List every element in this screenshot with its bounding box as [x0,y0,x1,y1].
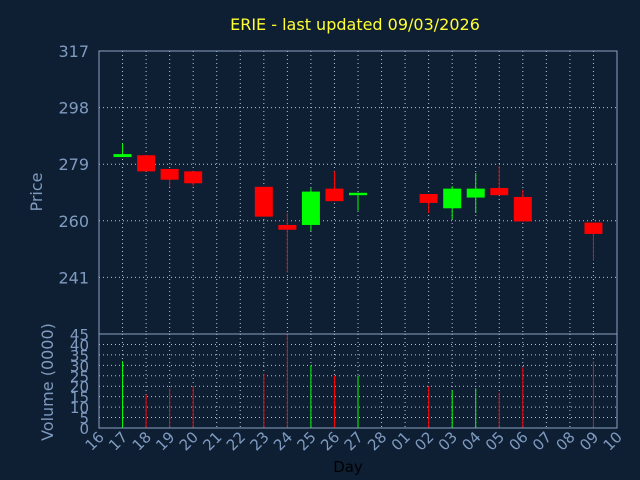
candle-body [137,155,156,172]
volume-tick-label: 10 [70,399,89,417]
price-tick-label: 241 [58,268,89,287]
candle-body [301,191,320,225]
candle-body [443,188,462,209]
price-axis-label: Price [27,172,46,211]
volume-tick-label: 35 [70,347,89,365]
volume-axis-label: Volume (0000) [38,323,57,441]
volume-tick-label: 25 [70,368,89,386]
candle-body [160,168,179,180]
price-tick-label: 298 [58,99,89,118]
candle-body [349,192,367,196]
volume-frame [98,333,618,429]
volume-tick-label: 30 [70,357,89,375]
candle-body [466,188,485,198]
volume-tick-label: 0 [79,420,89,438]
x-axis-label: Day [333,458,363,476]
candle-body [278,224,297,230]
volume-panel: 4540353025201510501617181920212223242526… [70,326,626,454]
candle-body [419,193,438,203]
candle-body [490,188,509,196]
price-panel: 317 298 279 260 241 [58,42,618,335]
candle-body [113,154,132,158]
volume-tick-label: 5 [79,410,89,428]
price-tick-label: 317 [58,42,89,61]
volume-tick-label: 45 [70,326,89,344]
candle-body [254,186,273,217]
chart-title: ERIE - last updated 09/03/2026 [230,15,480,34]
price-tick-label: 279 [58,155,89,174]
price-tick-label: 260 [58,212,89,231]
volume-tick-label: 20 [70,378,89,396]
candle-body [325,188,344,202]
candle-body [513,196,532,222]
volume-tick-label: 40 [70,336,89,354]
volume-tick-label: 15 [70,389,89,407]
candle-body [184,171,203,184]
candle-body [584,222,603,234]
